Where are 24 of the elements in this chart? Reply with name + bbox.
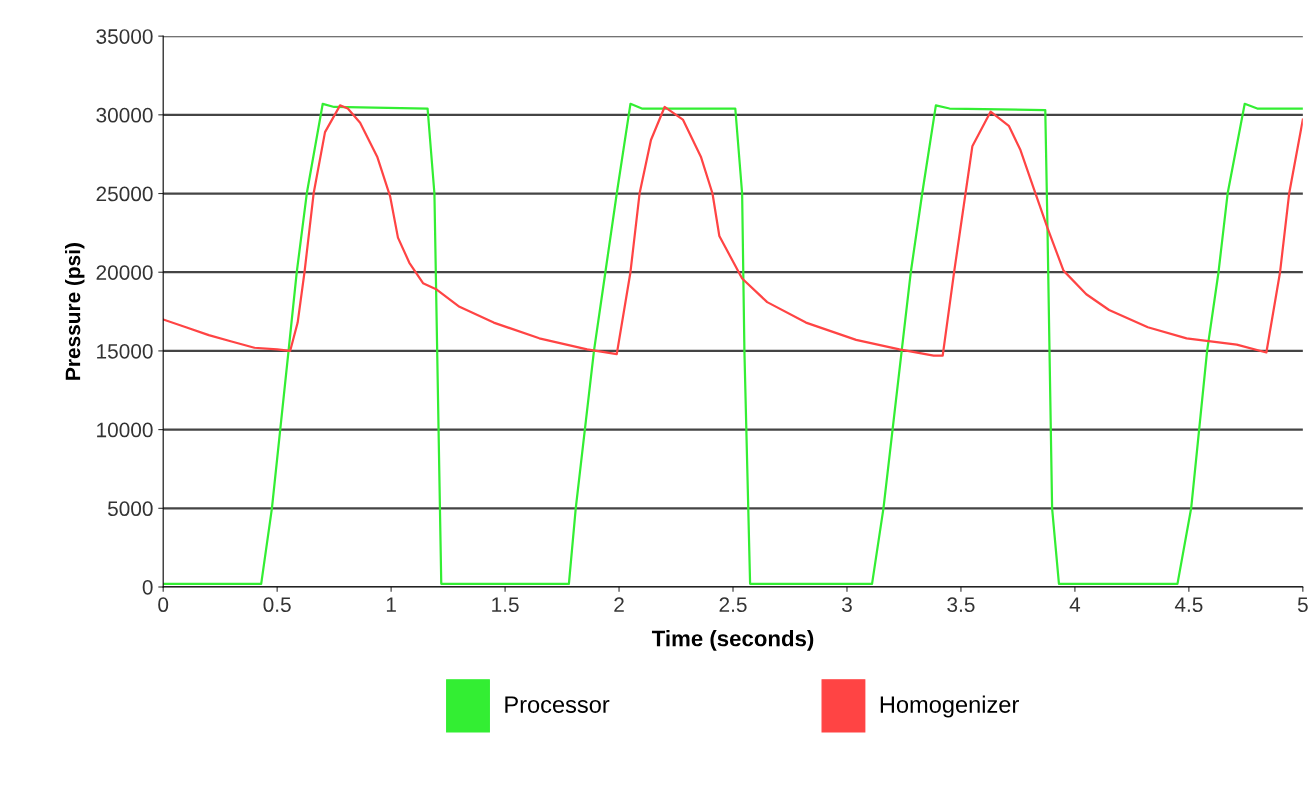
x-tick-label: 4 [1069,597,1081,612]
x-tick-label: 0 [158,597,169,613]
y-tick-label: 5000 [107,501,153,517]
x-tick-label: 2.5 [719,597,747,613]
y-tick-label: 10000 [97,422,153,438]
y-tick-label: 15000 [97,343,153,359]
legend-label: Homogenizer [880,695,1019,718]
y-axis-title: Pressure (psi) [65,243,85,380]
x-tick-label: 4.5 [1174,597,1203,613]
y-tick-label: 0 [142,579,153,595]
x-tick-label: 1.5 [492,597,519,613]
legend-label: Processor [505,696,610,713]
y-tick-label: 20000 [96,265,153,280]
x-tick-label: 2 [614,597,624,612]
y-tick-label: 25000 [96,186,153,202]
line-series [163,104,1303,357]
x-axis-title: Time (seconds) [651,630,814,651]
y-tick-label: 35000 [96,29,153,44]
x-tick-label: 1 [386,597,396,612]
x-tick-label: 5 [1297,597,1308,613]
y-tick-label: 30000 [96,107,153,123]
x-tick-label: 3 [841,597,852,613]
x-tick-label: 3.5 [947,597,975,613]
x-tick-label: 0.5 [263,597,291,613]
